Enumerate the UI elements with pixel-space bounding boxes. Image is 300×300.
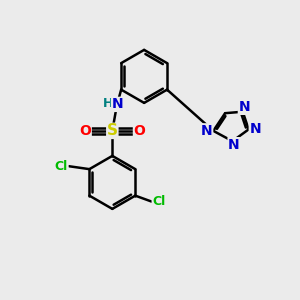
Text: N: N — [112, 98, 123, 111]
Text: N: N — [249, 122, 261, 136]
Text: H: H — [103, 97, 114, 110]
Text: O: O — [79, 124, 91, 138]
Text: Cl: Cl — [55, 160, 68, 173]
Text: S: S — [107, 123, 118, 138]
Text: N: N — [201, 124, 213, 138]
Text: N: N — [228, 138, 240, 152]
Text: Cl: Cl — [152, 195, 166, 208]
Text: N: N — [238, 100, 250, 114]
Text: O: O — [134, 124, 146, 138]
